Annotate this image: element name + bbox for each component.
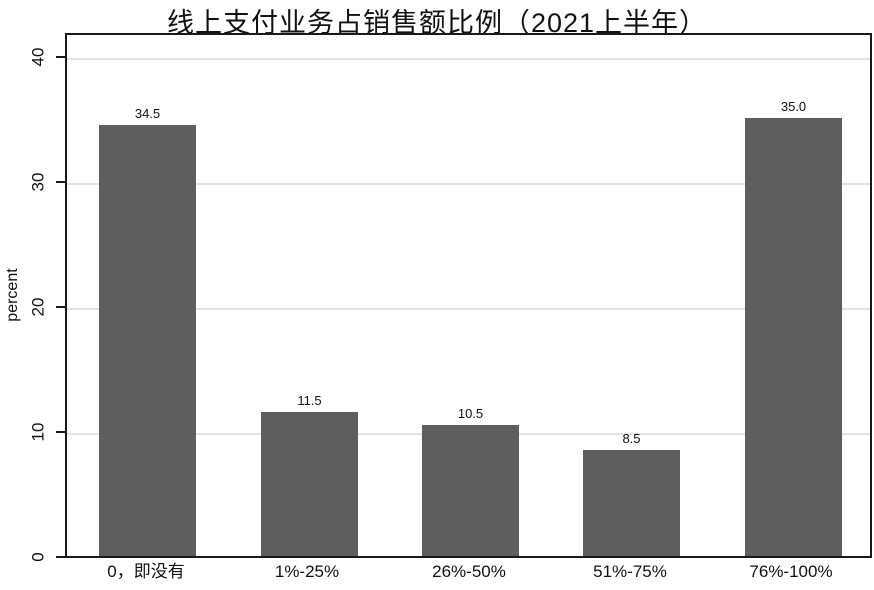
bar-3 bbox=[422, 425, 519, 556]
y-tick-0 bbox=[56, 556, 65, 558]
bar-4 bbox=[583, 450, 680, 556]
y-tick-label-0: 0 bbox=[28, 552, 48, 562]
bar-value-2: 11.5 bbox=[297, 393, 322, 408]
bar-value-4: 8.5 bbox=[622, 431, 641, 446]
gridline-y30 bbox=[67, 183, 870, 185]
x-tick-label-2: 1%-25% bbox=[274, 562, 340, 581]
y-tick-40 bbox=[56, 56, 65, 58]
bar-2 bbox=[261, 412, 358, 556]
bar-value-5: 35.0 bbox=[780, 99, 807, 114]
plot-area: 34.5 11.5 10.5 8.5 35.0 bbox=[65, 33, 872, 558]
gridline-y40 bbox=[67, 58, 870, 60]
y-tick-label-10: 10 bbox=[28, 422, 48, 442]
y-tick-20 bbox=[56, 306, 65, 308]
bar-value-3: 10.5 bbox=[457, 406, 484, 421]
gridline-y20 bbox=[67, 308, 870, 310]
y-tick-label-40: 40 bbox=[28, 47, 48, 67]
x-tick-label-5: 76%-100% bbox=[749, 562, 833, 581]
bar-5 bbox=[745, 118, 842, 556]
x-tick-label-3: 26%-50% bbox=[432, 562, 506, 581]
x-tick-label-4: 51%-75% bbox=[593, 562, 667, 581]
x-tick-label-1: 0，即没有 bbox=[107, 562, 185, 581]
y-tick-label-20: 20 bbox=[28, 297, 48, 317]
y-axis-title: percent bbox=[4, 268, 21, 322]
y-tick-30 bbox=[56, 181, 65, 183]
bar-1 bbox=[99, 125, 196, 556]
y-tick-label-30: 30 bbox=[28, 172, 48, 192]
bar-value-1: 34.5 bbox=[134, 106, 161, 121]
y-tick-10 bbox=[56, 431, 65, 433]
